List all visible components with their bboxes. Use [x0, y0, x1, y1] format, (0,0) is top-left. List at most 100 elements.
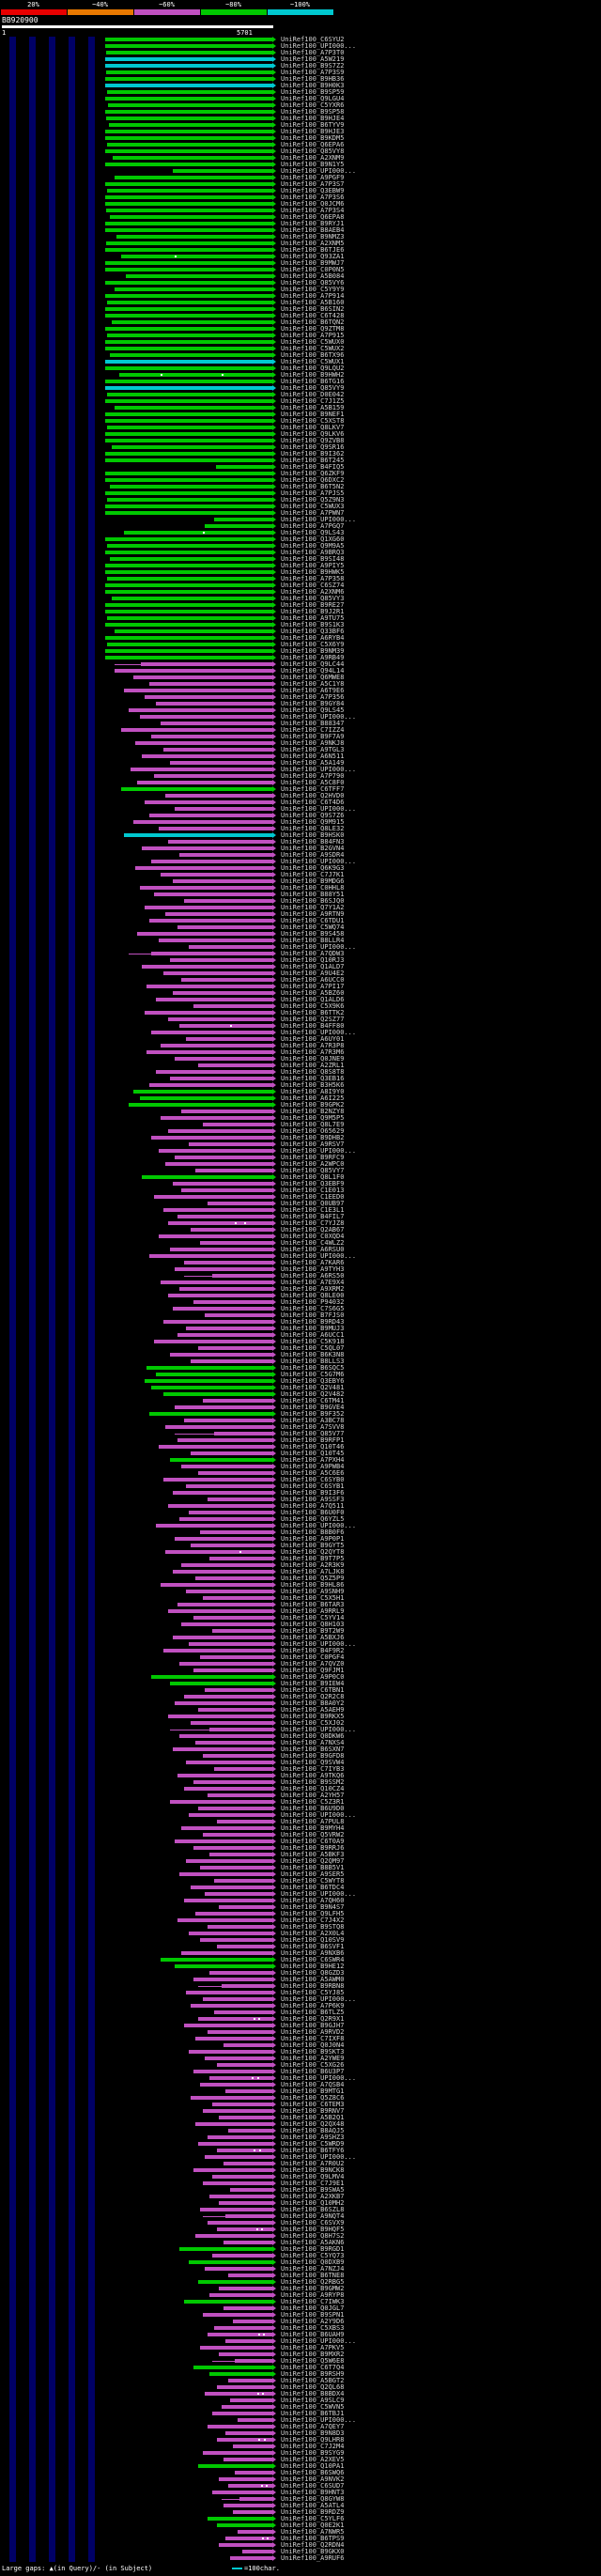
hit-label[interactable]: UniRef100_Q6YZL5 [281, 1515, 345, 1523]
hit-label[interactable]: UniRef100_B8BDX4 [281, 2390, 345, 2398]
hit-bar[interactable] [112, 156, 272, 160]
hit-bar[interactable] [104, 222, 272, 225]
hit-bar[interactable] [104, 491, 272, 495]
hit-label[interactable]: UniRef100_B6TYV9 [281, 121, 345, 129]
hit-label[interactable]: UniRef100_B6TBJ1 [281, 2410, 345, 2417]
hit-label[interactable]: UniRef100_C6SYB0 [281, 1476, 345, 1483]
hit-bar[interactable] [104, 511, 272, 515]
hit-bar[interactable] [177, 1215, 272, 1218]
hit-label[interactable]: UniRef100_A2ZRL1 [281, 1062, 345, 1069]
hit-bar[interactable] [188, 2260, 272, 2264]
hit-label[interactable]: UniRef100_UPI000... [281, 943, 357, 951]
hit-label[interactable]: UniRef100_A6UCC0 [281, 976, 345, 984]
hit-bar[interactable] [205, 1688, 272, 1692]
hit-label[interactable]: UniRef100_B9RRJ6 [281, 1844, 345, 1852]
hit-bar[interactable] [148, 1083, 272, 1087]
hit-label[interactable]: UniRef100_C6TDU1 [281, 917, 345, 924]
hit-label[interactable]: UniRef100_B2GVN4 [281, 845, 345, 852]
hit-label[interactable]: UniRef100_B6TDC4 [281, 1884, 345, 1891]
hit-label[interactable]: UniRef100_B9N4S7 [281, 1903, 345, 1911]
hit-label[interactable]: UniRef100_Q9M9A5 [281, 542, 345, 550]
hit-label[interactable]: UniRef100_A9PGF9 [281, 174, 345, 181]
hit-label[interactable]: UniRef100_A6RYB4 [281, 634, 345, 642]
hit-bar[interactable] [177, 1333, 272, 1337]
hit-label[interactable]: UniRef100_B9HNT3 [281, 2489, 345, 2496]
hit-label[interactable]: UniRef100_D0E042 [281, 391, 345, 398]
hit-bar[interactable] [188, 1932, 272, 1935]
hit-bar[interactable] [211, 2254, 272, 2258]
hit-bar[interactable] [207, 2517, 272, 2521]
hit-label[interactable]: UniRef100_B6TG16 [281, 378, 345, 385]
hit-bar[interactable] [175, 1057, 272, 1061]
hit-label[interactable]: UniRef100_A9PIY5 [281, 562, 345, 569]
hit-bar[interactable] [175, 1267, 272, 1271]
hit-bar[interactable] [162, 1208, 272, 1212]
hit-label[interactable]: UniRef100_Q9LS43 [281, 529, 345, 536]
hit-label[interactable]: UniRef100_B8AEB4 [281, 226, 345, 234]
hit-bar[interactable] [148, 1412, 272, 1416]
hit-label[interactable]: UniRef100_Q9LMV4 [281, 2173, 345, 2180]
hit-label[interactable]: UniRef100_B8B5V1 [281, 1864, 345, 1871]
hit-label[interactable]: UniRef100_Q85V77 [281, 1430, 345, 1437]
hit-label[interactable]: UniRef100_B88Y51 [281, 891, 345, 898]
hit-bar[interactable] [183, 1787, 272, 1791]
hit-label[interactable]: UniRef100_A6UCC1 [281, 1331, 345, 1339]
hit-label[interactable]: UniRef100_B6TPS9 [281, 2535, 345, 2542]
hit-label[interactable]: UniRef100_A7QEY7 [281, 2423, 345, 2430]
hit-label[interactable]: UniRef100_Q8L7E9 [281, 1121, 345, 1128]
hit-label[interactable]: UniRef100_A5B159 [281, 404, 345, 411]
hit-label[interactable]: UniRef100_C5Y9Y9 [281, 286, 345, 293]
hit-bar[interactable] [104, 340, 272, 344]
hit-bar[interactable] [183, 1419, 272, 1422]
hit-label[interactable]: UniRef100_Q9LS45 [281, 706, 345, 714]
hit-bar[interactable] [191, 1885, 272, 1889]
hit-label[interactable]: UniRef100_UPI000... [281, 516, 357, 523]
hit-bar[interactable] [104, 537, 272, 541]
hit-label[interactable]: UniRef100_C5WUX0 [281, 338, 345, 346]
hit-label[interactable]: UniRef100_B9HJE3 [281, 128, 345, 135]
hit-bar[interactable] [219, 2352, 272, 2356]
hit-label[interactable]: UniRef100_Q10SV9 [281, 1936, 345, 1944]
hit-label[interactable]: UniRef100_Q9LC44 [281, 660, 345, 668]
hit-label[interactable]: UniRef100_B6SIN2 [281, 305, 345, 313]
hit-label[interactable]: UniRef100_Q85VY6 [281, 279, 345, 287]
hit-bar[interactable] [205, 524, 272, 528]
hit-label[interactable]: UniRef100_B9F7A9 [281, 733, 345, 740]
hit-bar[interactable] [170, 1248, 272, 1251]
hit-label[interactable]: UniRef100_UPI000... [281, 1029, 357, 1036]
hit-label[interactable]: UniRef100_Q9LGU4 [281, 95, 345, 102]
hit-bar[interactable] [197, 2017, 272, 2021]
hit-bar[interactable] [165, 1550, 272, 1554]
hit-label[interactable]: UniRef100_Q2SZ77 [281, 1016, 345, 1023]
hit-label[interactable]: UniRef100_B9STQ8 [281, 1923, 345, 1931]
hit-label[interactable]: UniRef100_B6SWQ6 [281, 2469, 345, 2476]
hit-bar[interactable] [188, 1511, 272, 1514]
hit-bar[interactable] [214, 1879, 272, 1883]
hit-bar[interactable] [214, 2326, 272, 2330]
hit-bar[interactable] [148, 919, 272, 923]
hit-bar[interactable] [165, 1162, 272, 1166]
hit-bar[interactable] [177, 1603, 272, 1606]
hit-bar[interactable] [225, 2537, 272, 2540]
hit-label[interactable]: UniRef100_B6TJE6 [281, 246, 345, 254]
hit-bar[interactable] [221, 2405, 272, 2409]
hit-label[interactable]: UniRef100_C1E3L1 [281, 1206, 345, 1214]
hit-label[interactable]: UniRef100_A5C1Y8 [281, 680, 345, 688]
hit-bar[interactable] [214, 1767, 272, 1771]
hit-bar[interactable] [104, 564, 272, 567]
hit-label[interactable]: UniRef100_B9RYJ1 [281, 220, 345, 227]
hit-bar[interactable] [181, 978, 272, 982]
hit-bar[interactable] [205, 2267, 272, 2271]
hit-bar[interactable] [186, 1859, 272, 1863]
hit-bar[interactable] [181, 1110, 272, 1113]
hit-bar[interactable] [209, 1557, 272, 1560]
hit-label[interactable]: UniRef100_Q9M5P5 [281, 1114, 345, 1122]
hit-bar[interactable] [142, 1175, 272, 1179]
hit-bar[interactable] [207, 1497, 272, 1501]
hit-bar[interactable] [237, 2418, 272, 2422]
hit-label[interactable]: UniRef100_B9RBN8 [281, 1982, 345, 1990]
hit-bar[interactable] [175, 1839, 272, 1843]
hit-label[interactable]: UniRef100_Q85VY7 [281, 1167, 345, 1174]
hit-bar[interactable] [209, 1728, 272, 1731]
hit-bar[interactable] [207, 2425, 272, 2429]
